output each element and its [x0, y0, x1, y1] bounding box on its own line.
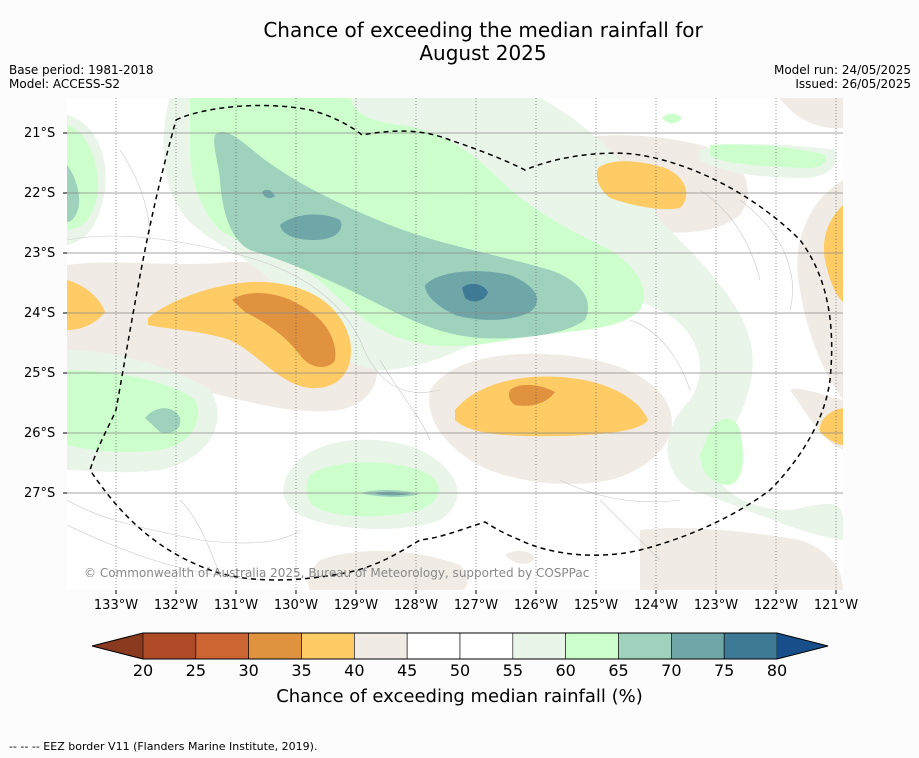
colorbar-outline	[91, 632, 829, 660]
title-line-1: Chance of exceeding the median rainfall …	[263, 18, 703, 42]
lon-tick-label: 121°W	[813, 598, 859, 613]
contour-region	[505, 550, 535, 564]
lat-tick-label: 22°S	[24, 186, 56, 201]
colorbar-tick-label: 35	[291, 661, 312, 680]
lon-tick-label: 125°W	[573, 598, 619, 613]
lat-tick-label: 25°S	[24, 366, 56, 381]
contour-region	[262, 189, 275, 199]
lat-tick-label: 23°S	[24, 246, 56, 261]
base-period: Base period: 1981-2018	[9, 63, 154, 77]
lon-tick-label: 129°W	[333, 598, 379, 613]
map-title: Chance of exceeding the median rainfall …	[0, 19, 919, 65]
rainfall-contours	[67, 98, 843, 590]
colorbar-tick-label: 55	[502, 661, 523, 680]
lon-tick-label: 122°W	[753, 598, 799, 613]
contour-region	[710, 144, 827, 169]
contour-region	[145, 408, 181, 433]
contour-region	[780, 98, 843, 129]
lat-tick-label: 27°S	[24, 486, 56, 501]
colorbar-label: Chance of exceeding median rainfall (%)	[276, 686, 643, 707]
lat-tick-label: 26°S	[24, 426, 56, 441]
lon-tick-label: 130°W	[273, 598, 319, 613]
colorbar-tick-label: 45	[396, 661, 418, 680]
colorbar-tick-label: 60	[555, 661, 576, 680]
contour-region	[819, 408, 843, 445]
lon-tick-label: 126°W	[513, 598, 559, 613]
colorbar-cell	[459, 632, 514, 660]
colorbar-tick-label: 20	[132, 661, 154, 680]
colorbar-cell	[723, 632, 778, 660]
colorbar-cell	[195, 632, 249, 660]
axis-ticks	[63, 132, 837, 594]
contour-region	[640, 528, 843, 590]
colorbar-tick-label: 70	[661, 661, 682, 680]
colorbar-cell	[354, 632, 408, 660]
colorbar-tick-label: 30	[238, 661, 259, 680]
contour-region	[306, 462, 439, 517]
contour-region	[280, 214, 342, 240]
model-name: Model: ACCESS-S2	[9, 77, 121, 91]
colorbar-tick-label: 75	[713, 661, 735, 680]
contour-region	[700, 418, 743, 485]
colorbar-cell	[512, 632, 566, 660]
contour-region	[308, 550, 468, 590]
contour-region	[823, 205, 843, 302]
lon-tick-label: 131°W	[213, 598, 259, 613]
colorbar-tick-label: 40	[344, 661, 365, 680]
colorbar-tick-label: 25	[185, 661, 206, 680]
contour-region	[455, 376, 648, 437]
colorbar-cell	[618, 632, 672, 660]
colorbar-cell	[406, 632, 461, 660]
lon-tick-label: 123°W	[693, 598, 739, 613]
contour-lines	[67, 149, 793, 581]
contour-region	[67, 280, 105, 330]
colorbar-cell	[301, 632, 355, 660]
lon-tick-label: 132°W	[153, 598, 199, 613]
colorbar-cell	[565, 632, 619, 660]
title-line-2: August 2025	[419, 41, 547, 65]
contour-region	[67, 165, 80, 222]
colorbar-high-extend	[777, 633, 828, 659]
contour-region	[662, 113, 682, 124]
lat-tick-label: 21°S	[24, 126, 56, 141]
contour-region	[232, 293, 336, 367]
colorbar-cell	[142, 632, 197, 660]
contour-region	[508, 384, 555, 406]
issued-date: Issued: 26/05/2025	[795, 77, 911, 91]
model-run: Model run: 24/05/2025	[773, 63, 911, 77]
colorbar	[91, 632, 829, 660]
contour-region	[596, 161, 687, 210]
colorbar-tick-label: 65	[608, 661, 629, 680]
lat-grid-lines	[67, 132, 843, 494]
lon-tick-label: 133°W	[93, 598, 139, 613]
lat-tick-label: 24°S	[24, 306, 56, 321]
contour-region	[462, 283, 488, 302]
copyright-text: © Commonwealth of Australia 2025, Bureau…	[84, 566, 589, 580]
meta-left: Base period: 1981-2018 Model: ACCESS-S2	[9, 63, 154, 91]
colorbar-tick-label: 80	[766, 661, 788, 680]
colorbar-tick-label: 50	[449, 661, 471, 680]
colorbar-cell	[248, 632, 302, 660]
eez-legend-note: -- -- -- EEZ border V11 (Flanders Marine…	[9, 740, 318, 753]
colorbar-low-extend	[92, 633, 143, 659]
lon-tick-label: 127°W	[453, 598, 499, 613]
lon-tick-label: 128°W	[393, 598, 439, 613]
colorbar-cell	[671, 632, 725, 660]
meta-right: Model run: 24/05/2025 Issued: 26/05/2025	[774, 63, 911, 91]
lon-tick-label: 124°W	[633, 598, 679, 613]
